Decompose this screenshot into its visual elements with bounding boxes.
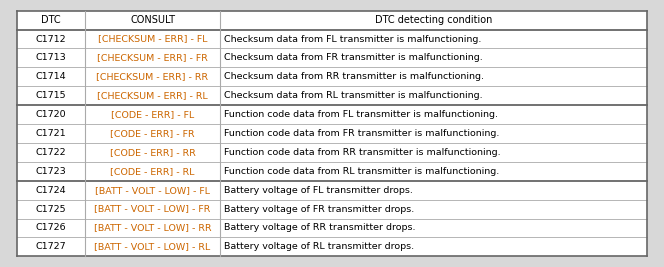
Text: Battery voltage of FR transmitter drops.: Battery voltage of FR transmitter drops.: [224, 205, 414, 214]
Text: C1721: C1721: [35, 129, 66, 138]
Text: C1713: C1713: [35, 53, 66, 62]
Text: [CHECKSUM - ERR] - FR: [CHECKSUM - ERR] - FR: [97, 53, 208, 62]
Text: C1723: C1723: [35, 167, 66, 176]
Text: Checksum data from FL transmitter is malfunctioning.: Checksum data from FL transmitter is mal…: [224, 34, 481, 44]
Text: C1726: C1726: [35, 223, 66, 233]
Text: Checksum data from RL transmitter is malfunctioning.: Checksum data from RL transmitter is mal…: [224, 91, 483, 100]
Text: [BATT - VOLT - LOW] - FR: [BATT - VOLT - LOW] - FR: [94, 205, 210, 214]
Text: C1725: C1725: [35, 205, 66, 214]
Text: [BATT - VOLT - LOW] - RR: [BATT - VOLT - LOW] - RR: [94, 223, 211, 233]
Text: Checksum data from FR transmitter is malfunctioning.: Checksum data from FR transmitter is mal…: [224, 53, 483, 62]
Text: Battery voltage of RL transmitter drops.: Battery voltage of RL transmitter drops.: [224, 242, 414, 251]
Text: [CHECKSUM - ERR] - RR: [CHECKSUM - ERR] - RR: [96, 72, 208, 81]
Text: [BATT - VOLT - LOW] - RL: [BATT - VOLT - LOW] - RL: [94, 242, 210, 251]
Text: [CODE - ERR] - FL: [CODE - ERR] - FL: [111, 110, 194, 119]
Text: [BATT - VOLT - LOW] - FL: [BATT - VOLT - LOW] - FL: [95, 186, 210, 195]
Text: Checksum data from RR transmitter is malfunctioning.: Checksum data from RR transmitter is mal…: [224, 72, 484, 81]
Text: C1722: C1722: [35, 148, 66, 157]
Text: [CHECKSUM - ERR] - RL: [CHECKSUM - ERR] - RL: [97, 91, 208, 100]
Text: [CODE - ERR] - RL: [CODE - ERR] - RL: [110, 167, 195, 176]
Text: C1724: C1724: [35, 186, 66, 195]
Text: Function code data from RR transmitter is malfunctioning.: Function code data from RR transmitter i…: [224, 148, 501, 157]
Text: [CODE - ERR] - FR: [CODE - ERR] - FR: [110, 129, 195, 138]
Text: Function code data from RL transmitter is malfunctioning.: Function code data from RL transmitter i…: [224, 167, 499, 176]
Text: Battery voltage of FL transmitter drops.: Battery voltage of FL transmitter drops.: [224, 186, 413, 195]
Text: C1727: C1727: [35, 242, 66, 251]
Text: DTC detecting condition: DTC detecting condition: [375, 15, 493, 25]
Text: Function code data from FL transmitter is malfunctioning.: Function code data from FL transmitter i…: [224, 110, 499, 119]
Text: C1720: C1720: [35, 110, 66, 119]
Text: C1712: C1712: [35, 34, 66, 44]
Text: C1714: C1714: [35, 72, 66, 81]
Text: C1715: C1715: [35, 91, 66, 100]
Text: Battery voltage of RR transmitter drops.: Battery voltage of RR transmitter drops.: [224, 223, 416, 233]
Text: Function code data from FR transmitter is malfunctioning.: Function code data from FR transmitter i…: [224, 129, 500, 138]
Text: [CODE - ERR] - RR: [CODE - ERR] - RR: [110, 148, 195, 157]
Text: DTC: DTC: [41, 15, 60, 25]
Text: CONSULT: CONSULT: [130, 15, 175, 25]
Text: [CHECKSUM - ERR] - FL: [CHECKSUM - ERR] - FL: [98, 34, 207, 44]
